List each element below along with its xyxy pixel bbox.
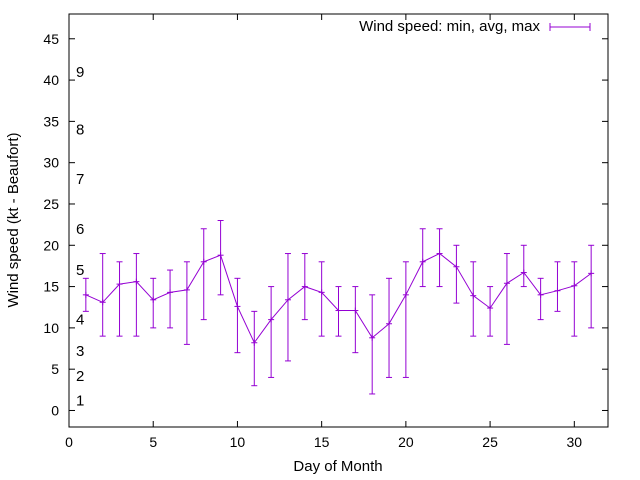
x-tick-label: 30 bbox=[567, 434, 583, 450]
beaufort-label: 1 bbox=[76, 393, 84, 410]
avg-data-point bbox=[554, 287, 561, 294]
y-tick-label: 25 bbox=[43, 196, 59, 212]
avg-data-point bbox=[503, 280, 510, 287]
beaufort-label: 8 bbox=[76, 122, 84, 139]
y-tick-label: 35 bbox=[43, 113, 59, 129]
avg-data-point bbox=[419, 258, 426, 265]
beaufort-label: 3 bbox=[76, 343, 84, 360]
beaufort-label: 5 bbox=[76, 262, 84, 279]
legend-label: Wind speed: min, avg, max bbox=[359, 18, 540, 35]
beaufort-label: 4 bbox=[76, 312, 84, 329]
plot-area-frame bbox=[68, 13, 609, 428]
y-tick-label: 30 bbox=[43, 155, 59, 171]
y-tick-label: 5 bbox=[51, 361, 59, 377]
beaufort-label: 9 bbox=[76, 64, 84, 81]
x-axis: 0 5 10 15 20 25 30 bbox=[65, 14, 582, 450]
beaufort-label: 7 bbox=[76, 171, 84, 188]
avg-data-point bbox=[268, 316, 275, 323]
y-tick-label: 40 bbox=[43, 72, 59, 88]
x-axis-title: Day of Month bbox=[293, 458, 382, 475]
y-axis-title: Wind speed (kt - Beaufort) bbox=[5, 132, 22, 307]
avg-data-point bbox=[487, 305, 494, 312]
avg-data-point bbox=[251, 339, 258, 346]
x-tick-label: 25 bbox=[482, 434, 498, 450]
avg-data-point bbox=[453, 263, 460, 270]
series-layer bbox=[82, 220, 595, 395]
avg-data-point bbox=[537, 291, 544, 298]
y-tick-label: 20 bbox=[43, 237, 59, 253]
x-tick-label: 10 bbox=[230, 434, 246, 450]
avg-data-point bbox=[369, 334, 376, 341]
y-tick-label: 0 bbox=[51, 402, 59, 418]
avg-data-point bbox=[183, 286, 190, 293]
avg-data-point bbox=[318, 289, 325, 296]
avg-data-point bbox=[301, 283, 308, 290]
y-tick-label: 45 bbox=[43, 31, 59, 47]
beaufort-annotations: 1 2 3 4 5 6 7 8 9 bbox=[76, 64, 84, 410]
y-tick-label: 10 bbox=[43, 320, 59, 336]
avg-data-point bbox=[234, 303, 241, 310]
avg-data-point bbox=[335, 307, 342, 314]
x-tick-label: 15 bbox=[314, 434, 330, 450]
avg-data-point bbox=[150, 296, 157, 303]
avg-data-point bbox=[116, 281, 123, 288]
avg-data-point bbox=[436, 250, 443, 257]
beaufort-label: 6 bbox=[76, 221, 84, 238]
avg-data-point bbox=[99, 299, 106, 306]
x-tick-label: 20 bbox=[398, 434, 414, 450]
avg-data-point bbox=[352, 307, 359, 314]
avg-data-point bbox=[200, 258, 207, 265]
avg-data-point bbox=[133, 278, 140, 285]
legend: Wind speed: min, avg, max bbox=[359, 18, 591, 35]
avg-data-point bbox=[571, 282, 578, 289]
x-tick-label: 0 bbox=[65, 434, 73, 450]
avg-data-point bbox=[82, 291, 89, 298]
avg-data-point bbox=[284, 296, 291, 303]
avg-data-point bbox=[167, 289, 174, 296]
avg-data-point bbox=[470, 292, 477, 299]
y-tick-label: 15 bbox=[43, 279, 59, 295]
avg-data-point bbox=[386, 320, 393, 327]
avg-data-point bbox=[588, 270, 595, 277]
beaufort-label: 2 bbox=[76, 368, 84, 385]
avg-data-point bbox=[520, 269, 527, 276]
avg-data-point bbox=[402, 291, 409, 298]
x-tick-label: 5 bbox=[149, 434, 157, 450]
avg-data-point bbox=[217, 252, 224, 259]
